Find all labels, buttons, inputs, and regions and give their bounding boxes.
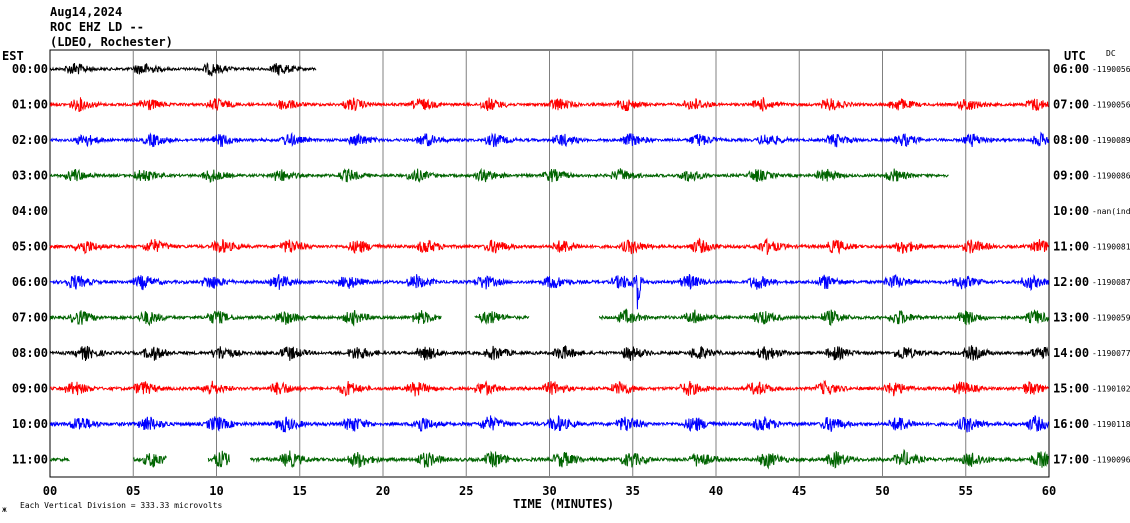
- x-tick-label: 35: [626, 484, 640, 498]
- x-axis-ticks: 00 05 10 15 20 25 30 35 40 45 50 55 60: [43, 484, 1056, 498]
- trace-01:00: [49, 97, 1049, 112]
- utc-row-label: 06:00: [1053, 62, 1089, 76]
- est-row-label: 10:00: [12, 417, 48, 431]
- chart-network: (LDEO, Rochester): [50, 35, 173, 49]
- utc-row-label: 12:00: [1053, 275, 1089, 289]
- trace-06:00: [49, 274, 1049, 310]
- x-axis-label: TIME (MINUTES): [513, 497, 614, 511]
- trace-09:00: [49, 379, 1049, 397]
- est-row-label: 07:00: [12, 311, 48, 325]
- chart-date: Aug14,2024: [50, 5, 122, 19]
- scale-note: Each Vertical Division = 333.33 microvol…: [20, 501, 222, 510]
- est-row-label: 08:00: [12, 346, 48, 360]
- x-tick-label: 25: [459, 484, 473, 498]
- est-axis-label: EST: [2, 49, 24, 63]
- utc-row-label: 13:00: [1053, 311, 1089, 325]
- dc-value: -nan(ind): [1092, 207, 1130, 216]
- est-row-label: 03:00: [12, 169, 48, 183]
- dc-value: -1190096: [1092, 456, 1130, 465]
- x-tick-label: 10: [209, 484, 223, 498]
- utc-row-label: 14:00: [1053, 346, 1089, 360]
- est-row-label: 11:00: [12, 453, 48, 467]
- trace-08:00: [50, 344, 1049, 362]
- utc-row-label: 11:00: [1053, 240, 1089, 254]
- x-tick-label: 50: [875, 484, 889, 498]
- dc-value: -1190056: [1092, 101, 1130, 110]
- trace-11:00: [49, 448, 1049, 470]
- trace-07:00: [49, 308, 1049, 327]
- trace-10:00: [49, 415, 1049, 433]
- vertical-gridlines: [132, 50, 967, 477]
- dc-value: -1190059: [1092, 314, 1130, 323]
- x-tick-label: 55: [959, 484, 973, 498]
- trace-05:00: [49, 237, 1049, 255]
- utc-row-label: 08:00: [1053, 133, 1089, 147]
- dc-value: -1190087: [1092, 278, 1130, 287]
- est-row-label: 02:00: [12, 133, 48, 147]
- utc-row-label: 09:00: [1053, 169, 1089, 183]
- chart-station: ROC EHZ LD --: [50, 20, 144, 34]
- x-tick-label: 00: [43, 484, 57, 498]
- dc-value: -1190086: [1092, 172, 1130, 181]
- est-row-label: 06:00: [12, 275, 48, 289]
- dc-value: -1190118: [1092, 420, 1130, 429]
- utc-row-label: 17:00: [1053, 453, 1089, 467]
- dc-value: -1190102: [1092, 385, 1130, 394]
- utc-row-label: 16:00: [1053, 417, 1089, 431]
- utc-axis-label: UTC: [1064, 49, 1086, 63]
- dc-label: DC: [1106, 49, 1116, 58]
- x-tick-label: 45: [792, 484, 806, 498]
- x-tick-label: 40: [709, 484, 723, 498]
- corner-mark: ж: [2, 505, 7, 514]
- utc-row-label: 07:00: [1053, 98, 1089, 112]
- dc-value: -1190089: [1092, 136, 1130, 145]
- est-row-label: 01:00: [12, 98, 48, 112]
- x-tick-label: 30: [542, 484, 556, 498]
- dc-value: -1190077: [1092, 349, 1130, 358]
- dc-value: -1190056: [1092, 65, 1130, 74]
- x-tick-label: 60: [1042, 484, 1056, 498]
- est-row-label: 00:00: [12, 62, 48, 76]
- utc-row-label: 15:00: [1053, 382, 1089, 396]
- dc-value: -1190081: [1092, 243, 1130, 252]
- x-tick-label: 15: [293, 484, 307, 498]
- est-row-label: 04:00: [12, 204, 48, 218]
- seismic-traces: [49, 61, 1049, 470]
- x-tick-label: 20: [376, 484, 390, 498]
- utc-row-label: 10:00: [1053, 204, 1089, 218]
- trace-00:00: [49, 61, 317, 77]
- trace-03:00: [49, 167, 949, 184]
- x-tick-label: 05: [126, 484, 140, 498]
- est-row-label: 05:00: [12, 240, 48, 254]
- trace-02:00: [49, 131, 1049, 148]
- est-row-label: 09:00: [12, 382, 48, 396]
